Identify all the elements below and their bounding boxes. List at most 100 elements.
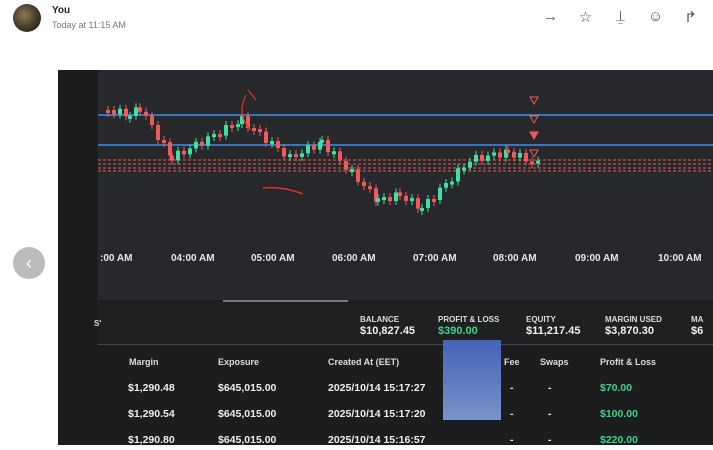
candle — [144, 111, 148, 116]
time-label: 10:00 AM — [658, 253, 702, 264]
stat-value: $11,217.45 — [526, 325, 581, 337]
table-cell: $645,015.00 — [218, 434, 277, 445]
emoji-icon[interactable]: ☺ — [647, 8, 664, 25]
sender-name: You — [52, 5, 71, 16]
candle — [456, 168, 460, 182]
stat-label: BALANCE — [360, 315, 400, 324]
screen-glare — [443, 340, 501, 420]
column-header: Margin — [129, 357, 159, 367]
candle — [162, 139, 166, 143]
candle — [450, 181, 454, 185]
candle — [420, 208, 424, 212]
candle — [294, 154, 298, 158]
candle — [382, 197, 386, 201]
candle — [212, 134, 216, 138]
star-icon[interactable]: ☆ — [578, 8, 593, 26]
message-actions: → ☆ ⍊ ☺ ↱ — [542, 8, 699, 26]
candle — [462, 167, 466, 171]
message-timestamp: Today at 11:15 AM — [52, 20, 126, 30]
table-cell: $1,290.54 — [128, 408, 175, 420]
time-label: 05:00 AM — [251, 253, 295, 264]
previous-image-button[interactable]: ‹ — [13, 247, 45, 279]
candle — [326, 139, 330, 153]
stat-value: $10,827.45 — [360, 325, 416, 337]
candle — [282, 148, 286, 157]
candle — [318, 141, 322, 150]
candle — [264, 131, 268, 143]
profit-loss-cell: $220.00 — [600, 434, 638, 445]
column-header: Created At (EET) — [328, 357, 400, 367]
table-cell: - — [510, 434, 514, 445]
attached-photo[interactable]: :00 AM 04:00 AM 05:00 AM 06:00 AM 07:00 … — [58, 70, 713, 445]
candle — [404, 195, 408, 201]
table-cell: 2025/10/14 15:17:20 — [328, 408, 426, 420]
candle — [536, 160, 540, 164]
candle — [368, 186, 372, 190]
candle — [344, 160, 348, 170]
table-cell: $645,015.00 — [218, 382, 277, 394]
candle — [276, 141, 280, 149]
table-cell: $1,290.48 — [128, 382, 175, 394]
time-label: 08:00 AM — [493, 253, 537, 264]
avatar[interactable] — [13, 4, 41, 32]
candle — [432, 199, 436, 203]
forward-icon[interactable]: → — [543, 8, 558, 25]
sell-marker-icon — [529, 149, 539, 159]
stat-margin-used: MARGIN USED $3,870.30 — [605, 315, 662, 337]
candle — [512, 151, 516, 158]
candle — [506, 149, 510, 153]
candlestick-chart — [98, 89, 713, 216]
candle — [350, 169, 354, 173]
candle — [182, 150, 186, 155]
candle — [524, 152, 528, 162]
candle — [124, 108, 128, 117]
candle — [486, 155, 490, 161]
candle — [230, 124, 234, 128]
stat-label: EQUITY — [526, 315, 556, 324]
table-cell: - — [510, 382, 514, 394]
candle — [106, 110, 110, 113]
candle — [306, 145, 310, 154]
table-cell: - — [548, 434, 552, 445]
share-icon[interactable]: ↱ — [684, 8, 697, 26]
stat-cut: MA $6 — [691, 315, 703, 337]
candle — [112, 110, 116, 115]
column-header: Fee — [504, 357, 520, 367]
candle — [288, 154, 292, 158]
candle — [134, 107, 138, 116]
candle — [168, 142, 172, 156]
candle — [410, 198, 414, 202]
candle — [240, 116, 244, 125]
time-label: 06:00 AM — [332, 253, 376, 264]
candle — [530, 161, 534, 165]
candle — [320, 139, 324, 143]
table-cell: $645,015.00 — [218, 408, 277, 420]
column-header: Swaps — [540, 357, 569, 367]
candle — [492, 152, 496, 156]
column-header: Profit & Loss — [600, 357, 657, 367]
candle — [426, 199, 430, 209]
table-cell: - — [548, 408, 552, 420]
candle — [362, 181, 366, 187]
account-summary: S' BALANCE $10,827.45 PROFIT & LOSS $390.0… — [94, 303, 713, 345]
pin-icon[interactable]: ⍊ — [615, 8, 625, 25]
candle — [118, 108, 122, 115]
stat-balance: BALANCE $10,827.45 — [360, 315, 415, 337]
candle — [194, 141, 198, 149]
candle — [156, 125, 160, 140]
sell-marker-icon — [529, 115, 539, 125]
time-label: :00 AM — [100, 253, 133, 264]
stat-profit-loss: PROFIT & LOSS $390.00 — [438, 315, 499, 337]
candle — [398, 192, 402, 196]
chart-area — [98, 70, 713, 300]
candle — [438, 187, 442, 200]
candle — [206, 136, 210, 146]
candle — [300, 153, 304, 157]
table-cell: - — [510, 408, 514, 420]
candle — [474, 154, 478, 162]
stat-label: MARGIN USED — [605, 315, 662, 324]
table-cell: - — [548, 382, 552, 394]
time-label: 04:00 AM — [171, 253, 215, 264]
candle — [338, 151, 342, 161]
candle — [170, 155, 174, 161]
